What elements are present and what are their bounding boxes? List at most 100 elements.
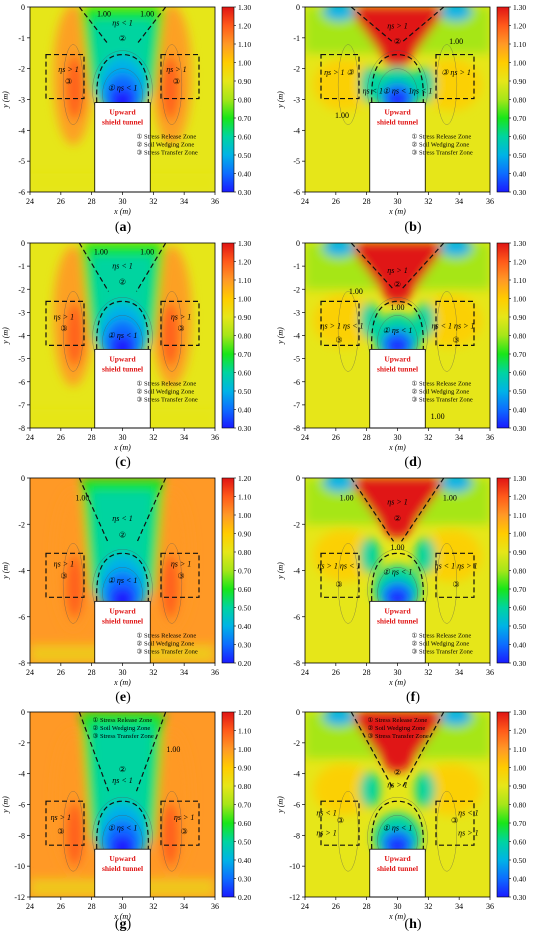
y-tick-label: -6 <box>293 613 300 622</box>
y-tick-label: -6 <box>18 378 25 387</box>
x-axis-label: x (m) <box>388 678 406 687</box>
colorbar-tick-label: 1.20 <box>513 258 526 267</box>
y-tick-label: 0 <box>21 474 25 483</box>
colorbar-tick-label: 1.10 <box>238 727 251 736</box>
x-tick-label: 30 <box>119 433 127 442</box>
colorbar-tick-label: 0.40 <box>513 170 526 179</box>
tunnel-label: shield tunnel <box>377 864 418 873</box>
y-tick-label: -4 <box>18 126 25 135</box>
y-tick-label: -2 <box>293 739 300 748</box>
tunnel-label: Upward <box>109 354 136 363</box>
y-tick-label: -6 <box>18 801 25 810</box>
x-tick-label: 24 <box>301 433 309 442</box>
y-tick-label: -5 <box>18 355 25 364</box>
colorbar-tick-label: 0.80 <box>238 782 251 791</box>
x-tick-label: 26 <box>332 902 340 911</box>
y-tick-label: -6 <box>293 801 300 810</box>
tunnel-label: Upward <box>109 606 136 615</box>
colorbar-tick-label: 0.40 <box>238 622 251 631</box>
x-axis-label: x (m) <box>388 912 406 921</box>
zone-annotation: ③ <box>173 77 180 86</box>
colorbar-tick-label: 1.20 <box>513 22 526 31</box>
colorbar-tick-label: 1.00 <box>513 295 526 304</box>
x-tick-label: 30 <box>394 668 402 677</box>
y-tick-label: -4 <box>293 126 300 135</box>
zone-annotation: ① ηs < 1 <box>383 326 413 335</box>
zone-annotation: 1.00 <box>340 494 354 503</box>
zone-annotation: ③ <box>177 324 184 333</box>
colorbar-tick-label: 1.10 <box>238 493 251 502</box>
zone-legend-item: ① Stress Release Zone <box>137 379 197 387</box>
zone-annotation: ③ <box>335 335 342 344</box>
colorbar-tick-label: 1.30 <box>513 239 526 248</box>
zone-annotation: ηs < 1 <box>112 514 132 523</box>
panel-h: Upward shield tunnel ① Stress Release Zone… <box>275 705 550 940</box>
x-tick-label: 30 <box>394 902 402 911</box>
y-tick-label: 0 <box>21 239 25 248</box>
colorbar-tick-label: 0.50 <box>513 856 526 865</box>
y-tick-label: -6 <box>18 613 25 622</box>
zone-annotation: ③ <box>451 816 458 825</box>
y-tick-label: -4 <box>18 567 25 576</box>
zone-annotation: 1.00 <box>391 543 405 552</box>
colorbar-tick-label: 1.10 <box>238 276 251 285</box>
x-tick-label: 32 <box>424 197 432 206</box>
zone-legend-item: ③ Stress Transfer Zone <box>137 149 198 157</box>
zone-annotation: ② <box>119 765 126 774</box>
y-axis-label: y (m) <box>276 327 285 345</box>
zone-annotation: ηs > 1 <box>174 813 194 822</box>
zone-legend-item: ① Stress Release Zone <box>93 716 153 724</box>
colorbar-tick-label: 0.80 <box>238 548 251 557</box>
x-tick-label: 30 <box>394 433 402 442</box>
x-tick-label: 28 <box>363 197 371 206</box>
tunnel-label: shield tunnel <box>102 118 143 127</box>
x-tick-label: 28 <box>363 902 371 911</box>
y-tick-label: -1 <box>293 262 300 271</box>
colorbar <box>221 242 235 429</box>
colorbar-tick-label: 0.40 <box>238 170 251 179</box>
zone-annotation: ③ <box>60 324 67 333</box>
colorbar-tick-label: 0.50 <box>513 622 526 631</box>
colorbar <box>496 242 510 429</box>
colorbar-tick-label: 1.00 <box>238 745 251 754</box>
zone-annotation: ηs > 1 <box>54 559 74 568</box>
y-tick-label: -8 <box>18 659 25 668</box>
zone-legend-item: ① Stress Release Zone <box>412 379 472 387</box>
x-tick-label: 34 <box>180 902 188 911</box>
y-tick-label: -3 <box>293 96 300 105</box>
colorbar-tick-label: 0.70 <box>513 819 526 828</box>
zone-legend-item: ② Soil Wedging Zone <box>412 639 470 647</box>
zone-annotation: ② <box>119 531 126 540</box>
x-tick-label: 26 <box>57 902 65 911</box>
zone-legend-item: ② Soil Wedging Zone <box>137 639 195 647</box>
colorbar-tick-label: 0.30 <box>238 875 251 884</box>
panel-label-b: (b) <box>404 220 422 235</box>
colorbar-tick-label: 1.30 <box>238 239 251 248</box>
zone-annotation: ηs > 1 ηs < 1 <box>317 561 360 570</box>
zone-annotation: ② <box>394 280 401 289</box>
colorbar-tick-label: 0.90 <box>513 782 526 791</box>
zone-legend-item: ② Soil Wedging Zone <box>412 387 470 395</box>
x-tick-label: 26 <box>332 668 340 677</box>
panel-d: Upward shield tunnel ① Stress Release Zone… <box>275 236 550 471</box>
x-tick-label: 32 <box>424 433 432 442</box>
colorbar <box>221 6 235 193</box>
x-axis-label: x (m) <box>113 678 131 687</box>
y-tick-label: -4 <box>293 770 300 779</box>
colorbar-tick-label: 0.60 <box>238 369 251 378</box>
x-tick-label: 24 <box>26 668 34 677</box>
colorbar-tick-label: 1.10 <box>238 40 251 49</box>
colorbar-tick-label: 0.60 <box>513 838 526 847</box>
y-tick-label: -6 <box>293 378 300 387</box>
colorbar-tick-label: 0.30 <box>513 659 526 668</box>
tunnel-label: Upward <box>384 854 411 863</box>
y-tick-label: -6 <box>18 188 25 197</box>
colorbar-tick-label: 0.90 <box>513 313 526 322</box>
y-axis-label: y (m) <box>276 91 285 109</box>
